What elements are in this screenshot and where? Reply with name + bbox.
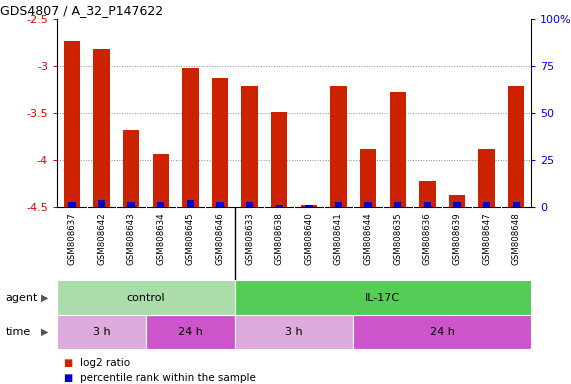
Bar [57, 315, 146, 349]
Bar [353, 315, 531, 349]
Text: GSM808648: GSM808648 [512, 212, 521, 265]
Bar [246, 202, 254, 207]
Bar [453, 202, 461, 207]
Bar [152, 154, 169, 207]
Text: GSM808647: GSM808647 [482, 212, 491, 265]
Text: percentile rank within the sample: percentile rank within the sample [80, 373, 256, 383]
Text: GSM808637: GSM808637 [67, 212, 77, 265]
Text: GSM808641: GSM808641 [334, 212, 343, 265]
Bar [146, 315, 235, 349]
Text: log2 ratio: log2 ratio [80, 358, 130, 368]
Text: GSM808640: GSM808640 [304, 212, 313, 265]
Bar [419, 181, 436, 207]
Bar [94, 49, 110, 207]
Bar [389, 92, 406, 207]
Text: 24 h: 24 h [178, 327, 203, 337]
Bar [182, 68, 199, 207]
Bar [508, 86, 524, 207]
Bar [235, 280, 531, 315]
Text: ▶: ▶ [41, 327, 49, 337]
Text: time: time [6, 327, 31, 337]
Bar [331, 86, 347, 207]
Text: 3 h: 3 h [286, 327, 303, 337]
Bar [212, 78, 228, 207]
Text: agent: agent [6, 293, 38, 303]
Bar [360, 149, 376, 207]
Bar [157, 202, 164, 207]
Text: GSM808643: GSM808643 [127, 212, 136, 265]
Bar [64, 41, 80, 207]
Text: GSM808638: GSM808638 [275, 212, 284, 265]
Bar [424, 202, 431, 207]
Text: control: control [127, 293, 165, 303]
Bar [478, 149, 494, 207]
Text: GDS4807 / A_32_P147622: GDS4807 / A_32_P147622 [0, 3, 163, 17]
Text: ▶: ▶ [41, 293, 49, 303]
Bar [394, 202, 401, 207]
Bar [187, 200, 194, 207]
Bar [216, 202, 224, 207]
Text: 24 h: 24 h [430, 327, 455, 337]
Bar [242, 86, 258, 207]
Text: GSM808635: GSM808635 [393, 212, 402, 265]
Text: ■: ■ [63, 373, 72, 383]
Bar [364, 202, 372, 207]
Bar [235, 315, 353, 349]
Text: GSM808645: GSM808645 [186, 212, 195, 265]
Text: IL-17C: IL-17C [365, 293, 400, 303]
Bar [305, 205, 312, 207]
Bar [513, 202, 520, 207]
Bar [271, 113, 287, 207]
Bar [123, 130, 139, 207]
Text: GSM808636: GSM808636 [423, 212, 432, 265]
Text: GSM808639: GSM808639 [452, 212, 461, 265]
Bar [276, 205, 283, 207]
Text: GSM808642: GSM808642 [97, 212, 106, 265]
Text: 3 h: 3 h [93, 327, 110, 337]
Bar [449, 195, 465, 207]
Bar [68, 202, 75, 207]
Bar [57, 280, 235, 315]
Bar [483, 202, 490, 207]
Text: ■: ■ [63, 358, 72, 368]
Text: GSM808644: GSM808644 [364, 212, 373, 265]
Text: GSM808633: GSM808633 [245, 212, 254, 265]
Bar [301, 205, 317, 207]
Text: GSM808646: GSM808646 [215, 212, 224, 265]
Bar [127, 202, 135, 207]
Text: GSM808634: GSM808634 [156, 212, 165, 265]
Bar [335, 202, 342, 207]
Bar [98, 200, 105, 207]
